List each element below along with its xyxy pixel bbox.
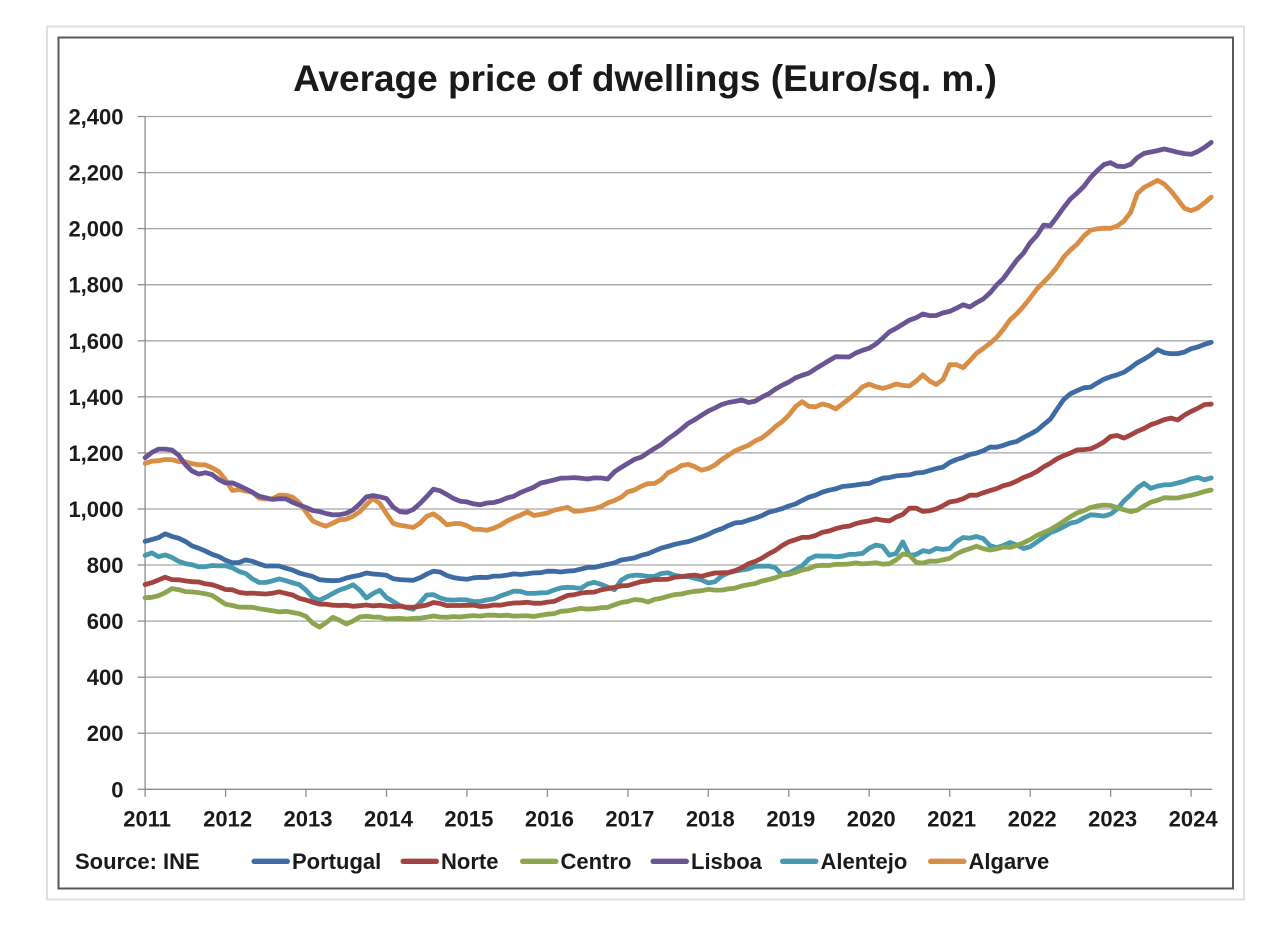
svg-text:2024: 2024: [1169, 807, 1219, 832]
svg-text:Algarve: Algarve: [969, 849, 1050, 874]
svg-text:2,400: 2,400: [68, 105, 123, 130]
svg-text:1,600: 1,600: [68, 329, 123, 354]
svg-text:2021: 2021: [927, 807, 976, 832]
svg-text:2012: 2012: [203, 807, 252, 832]
svg-text:1,200: 1,200: [68, 441, 123, 466]
svg-text:Norte: Norte: [441, 849, 498, 874]
svg-text:200: 200: [87, 721, 124, 746]
svg-text:400: 400: [87, 665, 124, 690]
svg-text:2013: 2013: [284, 807, 333, 832]
svg-text:Lisboa: Lisboa: [691, 849, 763, 874]
svg-text:2023: 2023: [1088, 807, 1137, 832]
svg-text:Average price of dwellings (Eu: Average price of dwellings (Euro/sq. m.): [293, 58, 997, 99]
svg-text:1,800: 1,800: [68, 273, 123, 298]
svg-text:2017: 2017: [605, 807, 654, 832]
svg-text:600: 600: [87, 609, 124, 634]
svg-text:Centro: Centro: [561, 849, 632, 874]
svg-text:2011: 2011: [123, 807, 171, 832]
svg-text:2014: 2014: [364, 807, 414, 832]
svg-text:1,000: 1,000: [68, 497, 123, 522]
svg-text:2022: 2022: [1008, 807, 1057, 832]
svg-text:2,000: 2,000: [68, 217, 123, 242]
svg-text:2020: 2020: [847, 807, 896, 832]
svg-text:Alentejo: Alentejo: [821, 849, 908, 874]
svg-text:Source: INE: Source: INE: [75, 849, 200, 874]
svg-text:2019: 2019: [766, 807, 815, 832]
svg-text:800: 800: [87, 553, 124, 578]
svg-text:1,400: 1,400: [68, 385, 123, 410]
svg-text:2018: 2018: [686, 807, 735, 832]
svg-text:2016: 2016: [525, 807, 574, 832]
svg-text:2015: 2015: [444, 807, 493, 832]
svg-text:2,200: 2,200: [68, 161, 123, 186]
svg-text:Portugal: Portugal: [292, 849, 381, 874]
svg-text:0: 0: [111, 777, 123, 802]
